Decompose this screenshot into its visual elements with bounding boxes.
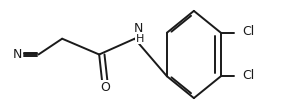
Text: Cl: Cl [242, 69, 255, 82]
Text: Cl: Cl [242, 25, 255, 38]
Text: O: O [100, 81, 110, 94]
Text: H: H [136, 34, 144, 44]
Text: N: N [13, 48, 22, 61]
Text: N: N [133, 22, 143, 35]
